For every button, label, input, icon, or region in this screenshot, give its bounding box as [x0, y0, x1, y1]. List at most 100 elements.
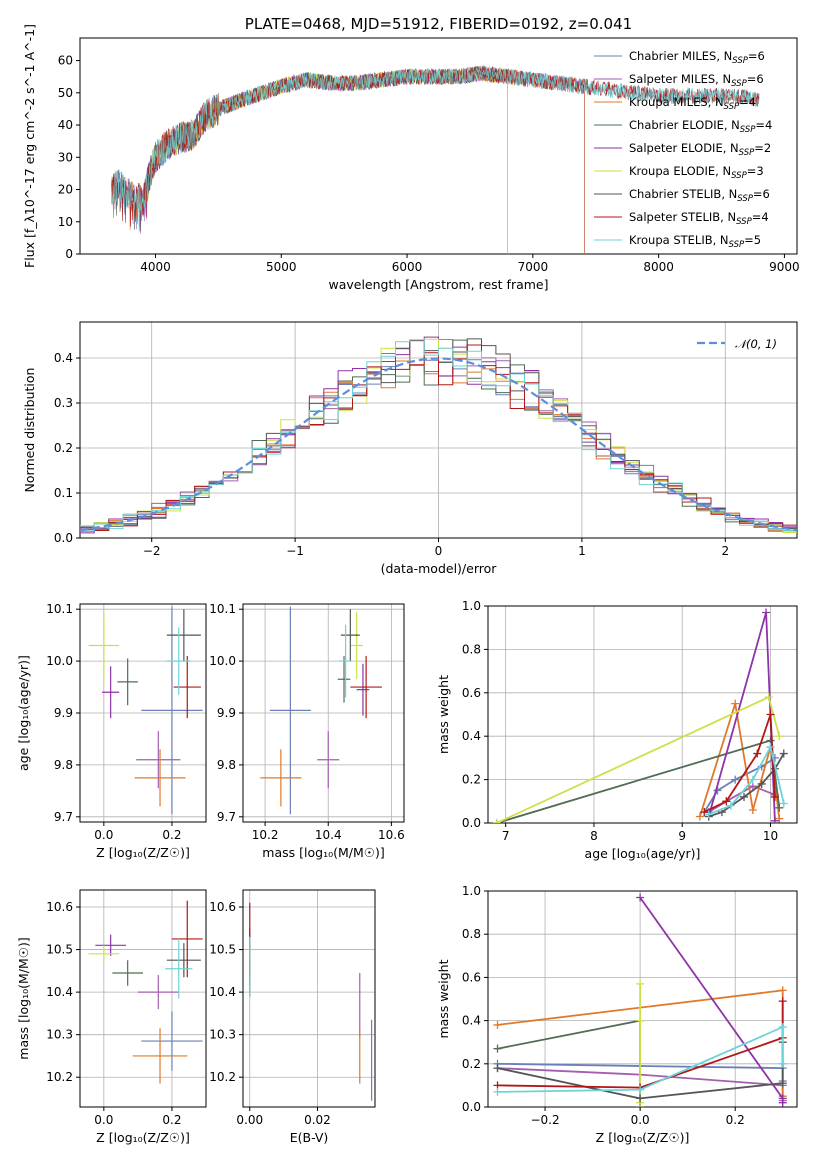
legend-entry: Chabrier MILES, NSSP=6	[629, 49, 765, 66]
weight-marker	[722, 797, 731, 806]
weight-marker	[726, 801, 735, 810]
spectrum-series-line	[111, 66, 585, 254]
weight-series-line	[708, 753, 785, 818]
y-axis-label: age [log₁₀(age/yr)]	[16, 655, 31, 771]
weight-marker	[779, 799, 788, 808]
y-tick-label: 9.9	[54, 706, 73, 720]
y-tick-label: 40	[58, 118, 73, 132]
y-tick-label: 0.4	[462, 729, 481, 743]
weight-marker	[748, 775, 757, 784]
y-axis-label: mass weight	[436, 959, 451, 1038]
y-tick-label: 10.4	[46, 985, 73, 999]
age-vs-mass-panel: 10.2 10.4 10.6 9.7 9.8 9.9 10.0 10.1 mass [log₁₀…	[209, 602, 404, 860]
y-axis-label: Normed distribution	[22, 368, 37, 493]
y-tick-label: 0.0	[462, 1100, 481, 1114]
y-tick-label: 10.6	[209, 900, 236, 914]
points	[88, 606, 203, 815]
y-tick-label: 10.2	[46, 1070, 73, 1084]
y-tick-label: 0.0	[54, 531, 73, 545]
residual-histogram-panel: −2 −1 0 1 2 0.0 0.1 0.2 0.3 0.4 (data-model)/error…	[22, 321, 798, 576]
legend: Chabrier MILES, NSSP=6 Salpeter MILES, NS…	[594, 49, 772, 250]
y-tick-label: 0.6	[462, 686, 481, 700]
y-tick-label: 0.2	[54, 441, 73, 455]
y-tick-label: 10.3	[46, 1028, 73, 1042]
y-tick-label: 9.9	[217, 706, 236, 720]
x-axis-label: Z [log₁₀(Z/Z☉)]	[596, 1130, 690, 1145]
y-tick-label: 50	[58, 86, 73, 100]
y-axis-label: Flux [f_λ10^-17 erg cm^-2 s^-1 A^-1]	[22, 24, 37, 268]
y-tick-label: 20	[58, 183, 73, 197]
weight-marker	[704, 810, 713, 819]
plot-frame	[487, 605, 798, 824]
plot-frame	[242, 603, 405, 823]
age-vs-metallicity-panel: 0.0 0.2 9.7 9.8 9.9 10.0 10.1 Z [log₁₀(Z/Z☉)] ag…	[16, 602, 207, 860]
x-axis-label: wavelength [Angstrom, rest frame]	[328, 277, 548, 292]
weight-marker	[492, 819, 501, 823]
points	[249, 902, 373, 1101]
weight-series-line	[639, 896, 784, 1103]
x-tick-label: 8	[590, 829, 598, 843]
weight-series-line	[497, 1001, 784, 1089]
weight-marker	[636, 1085, 645, 1094]
x-tick-label: 10	[763, 829, 778, 843]
weight-marker	[766, 710, 775, 719]
x-tick-label: 10.2	[252, 828, 279, 842]
y-tick-label: 0.1	[54, 486, 73, 500]
legend-entry: Salpeter ELODIE, NSSP=2	[629, 141, 771, 158]
weight-marker	[493, 1020, 502, 1029]
weight-lines	[492, 608, 788, 823]
y-tick-label: 0.4	[54, 351, 73, 365]
weight-marker	[778, 1023, 787, 1032]
x-tick-label: 6000	[392, 260, 423, 274]
y-tick-label: 0.8	[462, 642, 481, 656]
x-tick-label: 0.0	[631, 1113, 650, 1127]
y-tick-label: 10.1	[209, 602, 236, 616]
y-tick-label: 0.2	[462, 773, 481, 787]
legend-entry: 𝒩(0, 1)	[735, 337, 777, 351]
weight-marker	[762, 608, 771, 617]
y-tick-label: 0.2	[462, 1057, 481, 1071]
y-tick-label: 9.8	[217, 758, 236, 772]
chart-title: PLATE=0468, MJD=51912, FIBERID=0192, z=0…	[245, 15, 632, 33]
weight-marker	[778, 1059, 787, 1068]
weight-marker	[778, 997, 787, 1006]
mass-weight-vs-age-panel: 7 8 9 10 0.0 0.2 0.4 0.6 0.8 1.0 age [log₁₀(age/yr…	[436, 599, 798, 861]
histogram-steps	[80, 339, 797, 532]
legend-entry: Kroupa ELODIE, NSSP=3	[629, 164, 764, 181]
legend-entry: Salpeter MILES, NSSP=6	[629, 72, 764, 89]
y-tick-label: 10.0	[46, 654, 73, 668]
x-tick-label: 5000	[266, 260, 297, 274]
grid-lines	[488, 605, 797, 824]
grid-lines	[243, 890, 375, 1107]
y-tick-label: 9.8	[54, 758, 73, 772]
y-tick-label: 0.6	[462, 970, 481, 984]
y-tick-label: 0.3	[54, 396, 73, 410]
x-axis-label: Z [log₁₀(Z/Z☉)]	[96, 1130, 190, 1145]
x-tick-label: 0.02	[304, 1113, 331, 1127]
x-tick-label: 10.6	[378, 828, 405, 842]
y-tick-label: 10.0	[209, 654, 236, 668]
y-tick-label: 1.0	[462, 599, 481, 613]
x-tick-label: −1	[286, 544, 304, 558]
y-tick-label: 10.2	[209, 1070, 236, 1084]
weight-marker	[775, 732, 784, 741]
x-tick-label: 0.0	[94, 1113, 113, 1127]
x-axis-label: (data-model)/error	[381, 561, 498, 576]
legend-entry: Chabrier STELIB, NSSP=6	[629, 187, 770, 204]
legend-entry: Kroupa MILES, NSSP=4	[629, 95, 756, 112]
mass-weight-vs-metallicity-panel: −0.2 0.0 0.2 0.0 0.2 0.4 0.6 0.8 1.0 Z [log₁₀(Z/Z…	[436, 884, 798, 1145]
y-tick-label: 0.4	[462, 1014, 481, 1028]
x-tick-label: −2	[143, 544, 161, 558]
spectrum-series-line	[142, 65, 509, 254]
weight-marker	[636, 1094, 645, 1103]
weight-marker	[748, 805, 757, 814]
plot-frame	[79, 889, 207, 1108]
y-axis-label: mass weight	[436, 675, 451, 754]
points	[260, 606, 382, 815]
plot-frame	[79, 37, 798, 255]
weight-marker	[695, 812, 704, 821]
x-tick-label: 10.4	[315, 828, 342, 842]
plot-frame	[79, 321, 798, 539]
weight-marker	[740, 792, 749, 801]
